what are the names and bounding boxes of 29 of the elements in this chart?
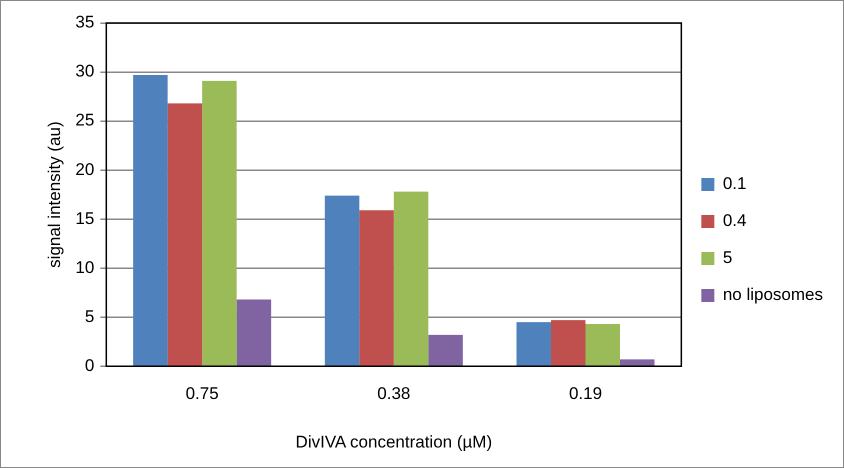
bar (202, 80, 237, 366)
legend-label: 0.1 (722, 174, 746, 194)
y-tick-label: 25 (75, 110, 94, 130)
y-tick-label: 10 (75, 258, 94, 277)
x-axis-title: DivIVA concentration (µM) (296, 432, 492, 452)
bar (394, 192, 428, 366)
legend-label: 0.4 (722, 211, 746, 230)
y-tick-label: 35 (75, 12, 94, 32)
legend-label: no liposomes (722, 285, 824, 304)
bar (428, 334, 463, 366)
bar (168, 103, 202, 366)
y-tick-label: 0 (84, 356, 94, 375)
bar (550, 320, 586, 366)
bar (585, 324, 620, 366)
y-axis-title: signal intensity (au) (44, 121, 64, 268)
bar (359, 210, 394, 366)
bar (324, 196, 360, 366)
y-tick-label: 5 (84, 306, 94, 326)
y-tick-label: 30 (75, 62, 94, 81)
legend-label: 5 (722, 248, 732, 268)
x-tick-label: 0.19 (568, 384, 602, 404)
bar (236, 300, 272, 366)
y-tick-label: 20 (75, 160, 94, 179)
x-tick-label: 0.38 (377, 384, 410, 404)
y-tick-label: 15 (75, 208, 94, 228)
bar (620, 359, 654, 366)
x-tick-label: 0.75 (186, 384, 219, 404)
bar (516, 322, 551, 366)
bar (133, 74, 168, 366)
